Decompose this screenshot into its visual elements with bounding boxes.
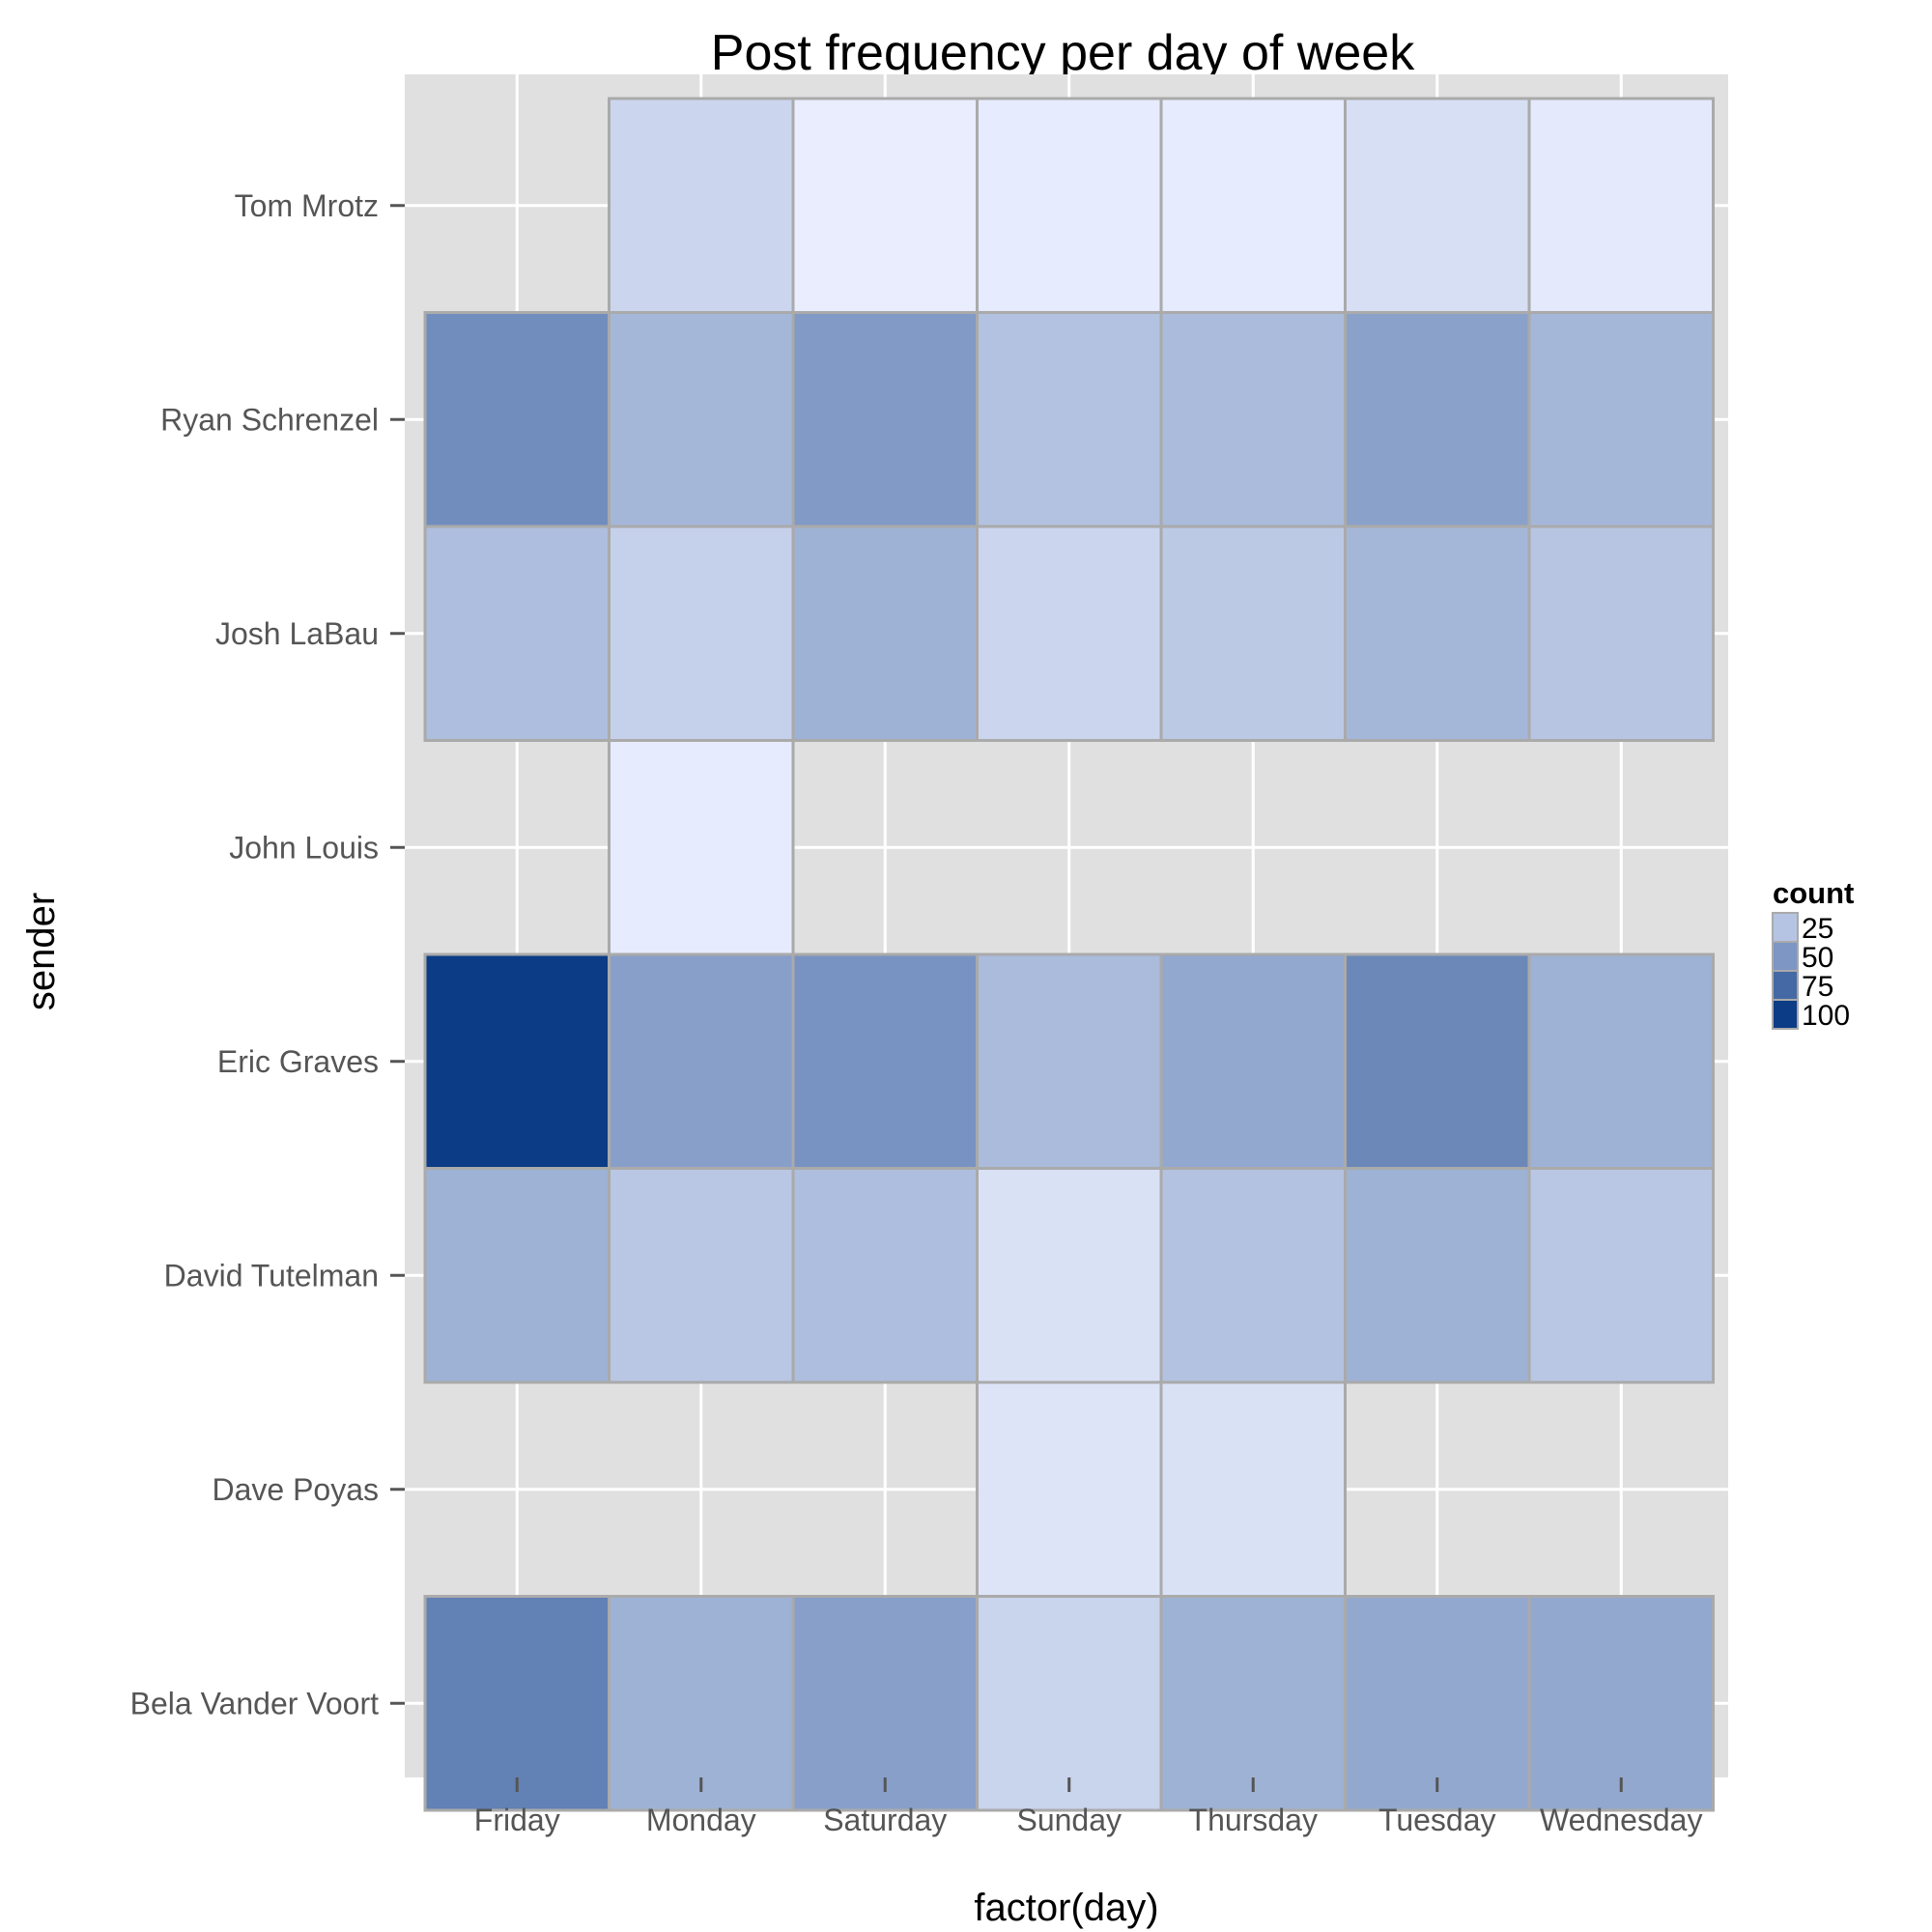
tile-david-tutelman-saturday bbox=[791, 1167, 979, 1384]
tile-david-tutelman-friday bbox=[423, 1167, 611, 1384]
heatmap-tiles bbox=[423, 97, 1715, 1812]
y-tick-label-bela-vander-voort: Bela Vander Voort bbox=[130, 1686, 379, 1720]
x-tick-label-tuesday: Tuesday bbox=[1378, 1803, 1496, 1837]
tile-ryan-schrenzel-thursday bbox=[1159, 311, 1347, 528]
x-axis-title: factor(day) bbox=[974, 1887, 1158, 1929]
tile-david-tutelman-wednesday bbox=[1527, 1167, 1715, 1384]
y-tick-label-david-tutelman: David Tutelman bbox=[164, 1258, 379, 1293]
tile-ryan-schrenzel-wednesday bbox=[1527, 311, 1715, 528]
tile-eric-graves-monday bbox=[608, 952, 795, 1170]
tile-david-tutelman-thursday bbox=[1159, 1167, 1347, 1384]
tile-ryan-schrenzel-friday bbox=[423, 311, 611, 528]
tile-dave-poyas-sunday bbox=[976, 1380, 1163, 1598]
tile-david-tutelman-monday bbox=[608, 1167, 795, 1384]
x-tick-label-friday: Friday bbox=[474, 1803, 560, 1837]
x-tick-label-thursday: Thursday bbox=[1189, 1803, 1318, 1837]
y-axis: Tom Mrotz Ryan Schrenzel Josh LaBau John Lo… bbox=[130, 188, 405, 1720]
legend-key-50 bbox=[1772, 941, 1799, 972]
tile-john-louis-monday bbox=[608, 739, 795, 956]
chart-title: Post frequency per day of week bbox=[711, 25, 1415, 81]
y-tick-label-eric-graves: Eric Graves bbox=[217, 1044, 379, 1079]
y-tick-label-dave-poyas: Dave Poyas bbox=[212, 1472, 379, 1507]
tile-josh-labau-wednesday bbox=[1527, 525, 1715, 742]
x-axis: Friday Monday Saturday Sunday Thursday Tuesda… bbox=[474, 1777, 1702, 1837]
tile-bela-vander-voort-sunday bbox=[976, 1595, 1163, 1812]
legend-label-25: 25 bbox=[1802, 913, 1833, 945]
tile-eric-graves-friday bbox=[423, 952, 611, 1170]
legend-label-100: 100 bbox=[1802, 1000, 1850, 1032]
x-tick-label-sunday: Sunday bbox=[1016, 1803, 1122, 1837]
y-axis-title: sender bbox=[20, 893, 63, 1010]
tile-tom-mrotz-tuesday bbox=[1344, 97, 1531, 314]
tile-bela-vander-voort-friday bbox=[423, 1595, 611, 1812]
tile-tom-mrotz-wednesday bbox=[1527, 97, 1715, 314]
tile-tom-mrotz-thursday bbox=[1159, 97, 1347, 314]
tile-bela-vander-voort-tuesday bbox=[1344, 1595, 1531, 1812]
legend-key-100 bbox=[1772, 999, 1799, 1030]
tile-josh-labau-monday bbox=[608, 525, 795, 742]
tile-bela-vander-voort-thursday bbox=[1159, 1595, 1347, 1812]
legend-label-50: 50 bbox=[1802, 942, 1833, 974]
tile-josh-labau-thursday bbox=[1159, 525, 1347, 742]
tile-tom-mrotz-saturday bbox=[791, 97, 979, 314]
legend-key-25 bbox=[1772, 912, 1799, 943]
tile-josh-labau-saturday bbox=[791, 525, 979, 742]
tile-eric-graves-thursday bbox=[1159, 952, 1347, 1170]
tile-josh-labau-friday bbox=[423, 525, 611, 742]
tile-tom-mrotz-sunday bbox=[976, 97, 1163, 314]
tile-ryan-schrenzel-saturday bbox=[791, 311, 979, 528]
x-tick-label-saturday: Saturday bbox=[823, 1803, 947, 1837]
tile-josh-labau-tuesday bbox=[1344, 525, 1531, 742]
legend-label-75: 75 bbox=[1802, 971, 1833, 1003]
tile-bela-vander-voort-monday bbox=[608, 1595, 795, 1812]
legend-key-75 bbox=[1772, 970, 1799, 1001]
tile-ryan-schrenzel-tuesday bbox=[1344, 311, 1531, 528]
tile-david-tutelman-tuesday bbox=[1344, 1167, 1531, 1384]
tile-bela-vander-voort-wednesday bbox=[1527, 1595, 1715, 1812]
tile-ryan-schrenzel-monday bbox=[608, 311, 795, 528]
tile-josh-labau-sunday bbox=[976, 525, 1163, 742]
y-tick-label-ryan-schrenzel: Ryan Schrenzel bbox=[160, 402, 379, 437]
legend-title: count bbox=[1773, 876, 1854, 910]
tile-eric-graves-wednesday bbox=[1527, 952, 1715, 1170]
tile-dave-poyas-thursday bbox=[1159, 1380, 1347, 1598]
y-tick-label-john-louis: John Louis bbox=[229, 830, 379, 865]
x-tick-label-wednesday: Wednesday bbox=[1540, 1803, 1702, 1837]
tile-david-tutelman-sunday bbox=[976, 1167, 1163, 1384]
tile-bela-vander-voort-saturday bbox=[791, 1595, 979, 1812]
y-tick-label-josh-labau: Josh LaBau bbox=[215, 616, 379, 651]
tile-tom-mrotz-monday bbox=[608, 97, 795, 314]
x-tick-label-monday: Monday bbox=[646, 1803, 756, 1837]
tile-eric-graves-sunday bbox=[976, 952, 1163, 1170]
tile-ryan-schrenzel-sunday bbox=[976, 311, 1163, 528]
tile-eric-graves-saturday bbox=[791, 952, 979, 1170]
tile-eric-graves-tuesday bbox=[1344, 952, 1531, 1170]
y-tick-label-tom-mrotz: Tom Mrotz bbox=[235, 188, 379, 223]
